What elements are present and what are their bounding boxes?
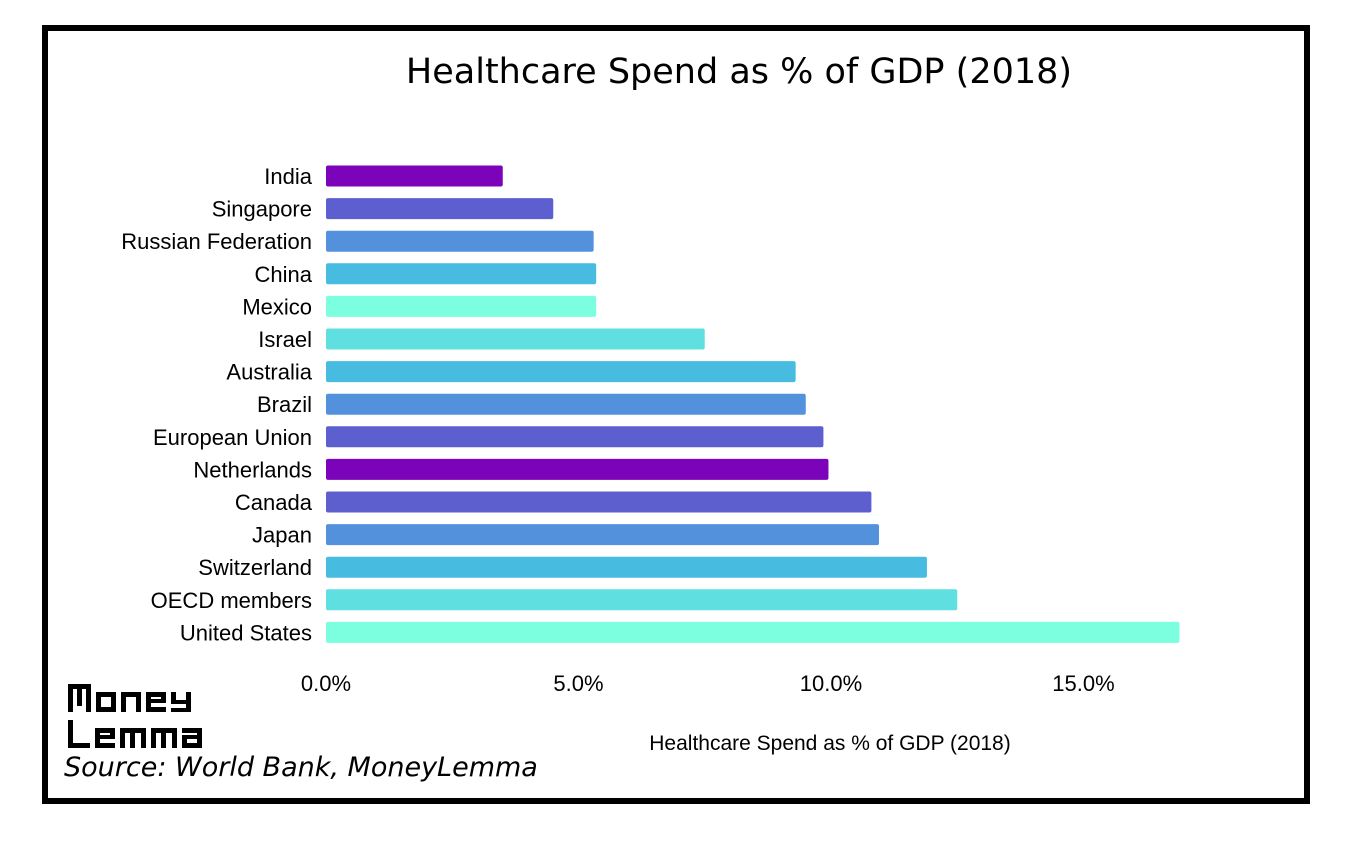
bar bbox=[326, 361, 796, 383]
category-label: Switzerland bbox=[198, 555, 312, 580]
category-label: China bbox=[255, 262, 313, 287]
bar bbox=[326, 165, 503, 187]
bar bbox=[326, 198, 554, 220]
category-label: United States bbox=[180, 620, 312, 645]
bar bbox=[326, 230, 594, 252]
x-axis-label: Healthcare Spend as % of GDP (2018) bbox=[649, 732, 1011, 755]
category-label: Russian Federation bbox=[121, 229, 312, 254]
bar bbox=[326, 426, 824, 448]
x-tick-label: 0.0% bbox=[301, 671, 351, 696]
category-label: OECD members bbox=[151, 588, 312, 613]
bar bbox=[326, 491, 872, 513]
category-label: Mexico bbox=[242, 294, 312, 319]
category-label: India bbox=[264, 164, 312, 189]
category-label: Netherlands bbox=[193, 457, 312, 482]
bar bbox=[326, 393, 806, 415]
category-label: Singapore bbox=[212, 197, 312, 222]
bar bbox=[326, 458, 829, 480]
category-label: Israel bbox=[258, 327, 312, 352]
bar bbox=[326, 328, 705, 350]
x-tick-label: 15.0% bbox=[1052, 671, 1114, 696]
source-note: Source: World Bank, MoneyLemma bbox=[64, 752, 538, 783]
category-label: Canada bbox=[235, 490, 313, 515]
bar bbox=[326, 295, 597, 317]
category-label: Brazil bbox=[257, 392, 312, 417]
category-label: Australia bbox=[226, 360, 312, 385]
x-tick-label: 10.0% bbox=[800, 671, 862, 696]
x-tick-label: 5.0% bbox=[553, 671, 603, 696]
moneylemma-logo bbox=[68, 684, 202, 748]
bar bbox=[326, 556, 927, 578]
bar bbox=[326, 263, 597, 285]
bar bbox=[326, 524, 879, 546]
bar bbox=[326, 589, 958, 611]
category-label: European Union bbox=[153, 425, 312, 450]
bar bbox=[326, 621, 1180, 643]
category-label: Japan bbox=[252, 523, 312, 548]
chart-title: Healthcare Spend as % of GDP (2018) bbox=[405, 52, 1073, 92]
